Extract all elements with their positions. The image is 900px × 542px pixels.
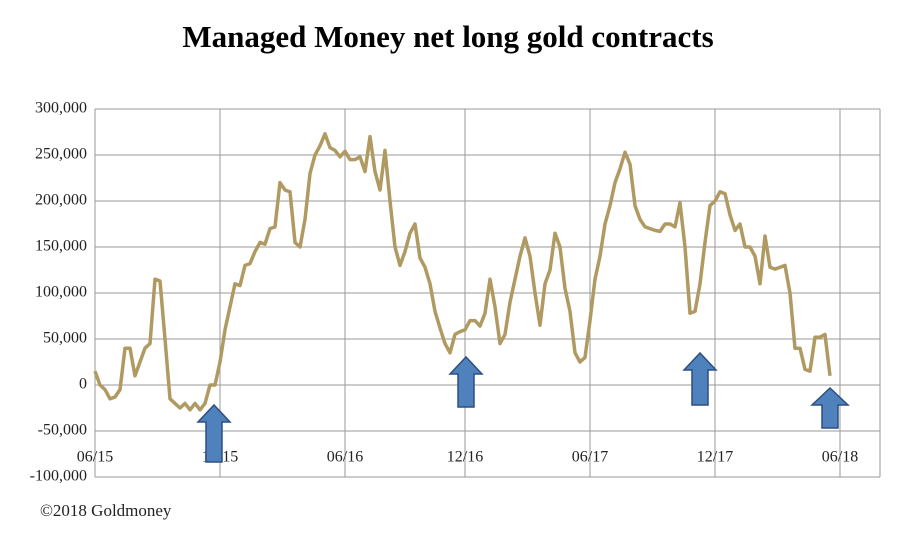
x-tick-label: 12/17 bbox=[697, 449, 733, 466]
data-line bbox=[93, 132, 832, 412]
arrow bbox=[448, 355, 484, 408]
y-tick-label: 100,000 bbox=[35, 284, 87, 301]
arrow bbox=[682, 351, 718, 406]
y-tick-label: 250,000 bbox=[35, 146, 87, 163]
source-note: ©2018 Goldmoney bbox=[40, 501, 172, 520]
arrow bbox=[810, 386, 850, 429]
y-tick-label: 300,000 bbox=[35, 100, 87, 117]
arrow bbox=[196, 403, 232, 463]
y-tick-label: 50,000 bbox=[43, 330, 87, 347]
arrows bbox=[196, 351, 850, 463]
x-tick-label: 06/18 bbox=[822, 449, 858, 466]
x-tick-label: 06/17 bbox=[572, 449, 608, 466]
y-tick-label: 200,000 bbox=[35, 192, 87, 209]
y-tick-label: 0 bbox=[79, 376, 87, 393]
chart-title: Managed Money net long gold contracts bbox=[182, 19, 713, 54]
y-tick-label: 150,000 bbox=[35, 238, 87, 255]
x-tick-label: 06/15 bbox=[77, 449, 113, 466]
y-tick-label: -50,000 bbox=[38, 422, 87, 439]
plot-area: -100,000 -50,000 0 50,000 100,000 150,000 200,… bbox=[30, 100, 881, 485]
x-tick-label: 06/16 bbox=[327, 449, 363, 466]
x-tick-label: 12/16 bbox=[447, 449, 483, 466]
y-tick-label: -100,000 bbox=[30, 468, 87, 485]
